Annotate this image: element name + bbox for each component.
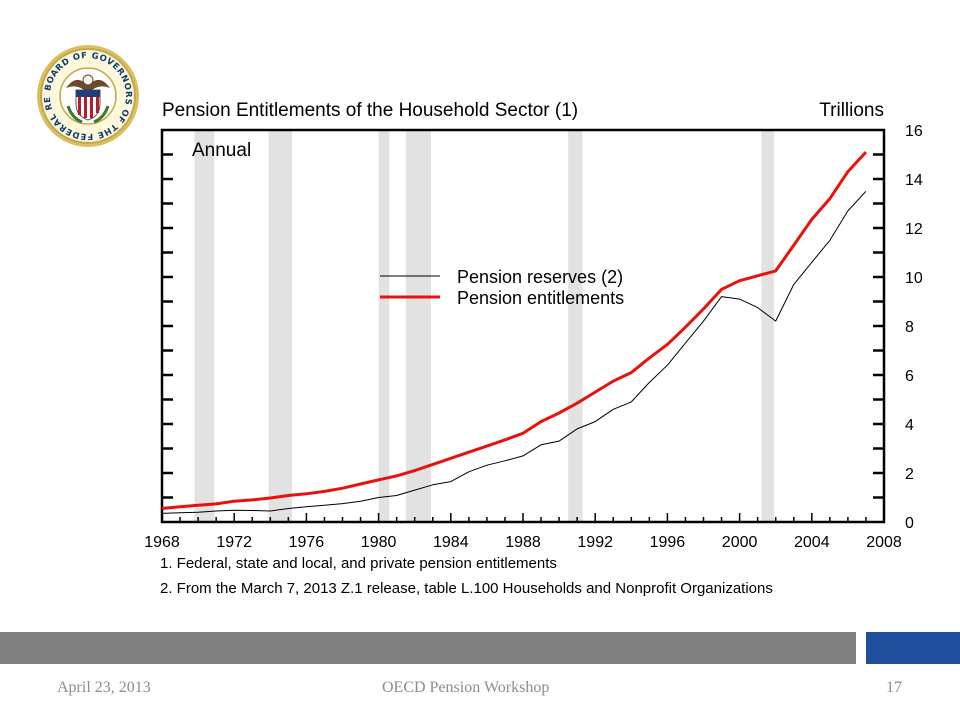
footer-page-number: 17 [886,679,902,696]
recession-band-1 [194,130,215,522]
recession-shading [194,130,774,522]
recession-band-6 [761,130,774,522]
y-tick-label: 10 [905,270,923,287]
footer-blue-bar [866,632,960,664]
y-tick-label: 0 [905,515,914,532]
federal-reserve-seal-logo: BOARD OF GOVERNORS OF THE FEDERAL RESERV… [36,44,139,147]
legend: Pension reserves (2) Pension entitlement… [380,267,624,308]
legend-label-pension-entitlements: Pension entitlements [457,288,624,308]
x-tick-labels: 1968 1972 1976 1980 1984 1988 1992 1996 2000 2004… [144,534,902,551]
recession-band-4 [405,130,431,522]
frequency-label: Annual [192,140,251,161]
series-lines [161,151,868,514]
x-tick-label: 2008 [866,534,902,551]
x-tick-label: 1972 [216,534,252,551]
chart-title: Pension Entitlements of the Household Se… [162,100,578,121]
recession-band-5 [568,130,583,522]
x-tick-label: 1980 [361,534,397,551]
footer-event: OECD Pension Workshop [382,679,550,696]
series-line-pension-entitlements [161,151,868,510]
y-tick-label: 8 [905,319,914,336]
y-tick-label: 16 [905,123,923,140]
y-tick-label: 4 [905,417,914,434]
x-tick-label: 1988 [505,534,541,551]
y-tick-label: 6 [905,368,914,385]
x-tick-label: 2000 [722,534,758,551]
footnote-1: 1. Federal, state and local, and private… [160,555,557,572]
axis-ticks [162,153,884,522]
y-tick-label: 2 [905,466,914,483]
y-tick-label: 14 [905,172,923,189]
x-tick-label: 1992 [577,534,613,551]
x-tick-label: 1976 [289,534,325,551]
legend-label-pension-reserves: Pension reserves (2) [457,267,623,287]
footer-date: April 23, 2013 [57,679,151,696]
series-line-pension-reserves [161,190,867,514]
x-tick-label: 1968 [144,534,180,551]
pension-chart: Pension Entitlements of the Household Se… [144,100,923,551]
recession-band-2 [268,130,292,522]
footer-gray-bar [0,632,856,664]
y-tick-labels: 0 2 4 6 8 10 12 14 16 [905,123,923,532]
x-tick-label: 1996 [650,534,686,551]
unit-label: Trillions [819,100,884,121]
recession-band-3 [378,130,390,522]
x-tick-label: 2004 [794,534,830,551]
y-tick-label: 12 [905,221,923,238]
x-tick-label: 1984 [433,534,469,551]
footnote-2: 2. From the March 7, 2013 Z.1 release, t… [160,580,773,597]
